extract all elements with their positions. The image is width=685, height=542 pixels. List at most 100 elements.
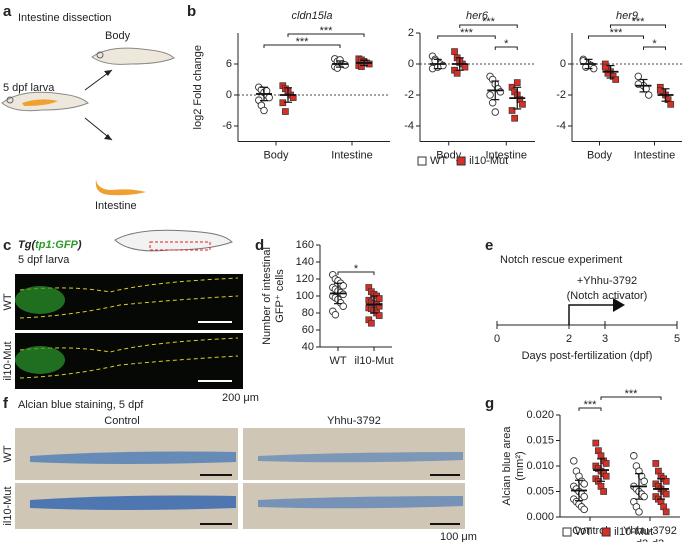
y-tick-label: 160 bbox=[296, 239, 314, 251]
y-tick-label: 120 bbox=[296, 273, 314, 285]
scale-label: 200 μm bbox=[222, 392, 259, 404]
y-axis-label: Number of intestinal bbox=[261, 247, 273, 345]
row-label: il10-Mut bbox=[2, 341, 14, 380]
legend-label: il10-Mut bbox=[469, 155, 508, 167]
x-tick-label: Intestine bbox=[634, 149, 676, 161]
x-tick-label: 2 bbox=[566, 333, 572, 345]
legend-label: il10-Mut bbox=[614, 526, 653, 538]
y-tick-label: 60 bbox=[302, 324, 314, 336]
annotation: +Yhhu-3792 bbox=[577, 275, 637, 287]
data-point bbox=[652, 460, 660, 467]
y-tick-label: 0 bbox=[226, 89, 232, 101]
significance-bracket bbox=[287, 33, 365, 37]
column-label: Yhhu-3792 bbox=[327, 415, 381, 427]
significance-label: * bbox=[504, 38, 509, 50]
x-tick-label: WT bbox=[329, 355, 346, 367]
data-point bbox=[368, 319, 375, 327]
data-point bbox=[634, 72, 643, 81]
data-point bbox=[508, 107, 516, 114]
intestine-in-larva bbox=[22, 99, 58, 106]
data-point bbox=[375, 302, 383, 310]
significance-label: * bbox=[652, 38, 657, 50]
data-point bbox=[667, 100, 675, 108]
significance-bracket bbox=[643, 46, 666, 50]
stain bbox=[30, 495, 236, 510]
y-tick-label: -2 bbox=[404, 89, 414, 101]
chart-title: Notch rescue experiment bbox=[500, 254, 622, 266]
x-tick-label: Body bbox=[263, 149, 289, 161]
fish-body bbox=[91, 47, 175, 65]
significance-label: *** bbox=[584, 399, 598, 411]
fish-outline bbox=[114, 229, 233, 252]
data-point bbox=[662, 508, 670, 516]
y-tick-label: 140 bbox=[296, 256, 314, 268]
data-point bbox=[451, 48, 458, 55]
x-tick-label: il10-Mut bbox=[354, 355, 393, 367]
data-point bbox=[580, 505, 588, 514]
label: 5 dpf larva bbox=[3, 82, 55, 94]
panel-label: a bbox=[3, 3, 12, 20]
data-point bbox=[580, 480, 588, 488]
data-point bbox=[265, 93, 273, 102]
y-tick-label: 100 bbox=[296, 290, 314, 302]
subtitle: 5 dpf larva bbox=[18, 254, 70, 266]
legend-swatch bbox=[456, 156, 466, 166]
y-tick-label: 0.015 bbox=[526, 434, 554, 446]
data-point bbox=[612, 76, 620, 83]
panel-label: d bbox=[255, 237, 264, 254]
panel-label: g bbox=[485, 395, 494, 412]
y-axis-label: Alcian blue area bbox=[501, 426, 513, 506]
x-tick-label: 3 bbox=[602, 333, 608, 345]
data-point bbox=[580, 492, 588, 501]
stain bbox=[258, 452, 463, 463]
significance-bracket bbox=[437, 35, 496, 39]
data-point bbox=[486, 91, 494, 99]
y-tick-label: -2 bbox=[556, 89, 566, 101]
data-point bbox=[453, 69, 461, 77]
significance-bracket bbox=[588, 35, 644, 39]
chart-title: cldn15la bbox=[292, 10, 333, 22]
significance-bracket bbox=[600, 396, 662, 400]
title-part: Tg( bbox=[18, 239, 36, 251]
chart-title: her9 bbox=[616, 10, 638, 22]
data-point bbox=[602, 460, 610, 467]
gfp-signal bbox=[15, 346, 65, 374]
fish-eye bbox=[6, 96, 14, 104]
panel-label: f bbox=[3, 395, 9, 412]
y-tick-label: 80 bbox=[302, 307, 314, 319]
y-tick-label: -6 bbox=[222, 120, 232, 132]
y-tick-label: 0 bbox=[408, 58, 414, 70]
x-tick-label: Body bbox=[436, 149, 462, 161]
data-point bbox=[640, 492, 648, 501]
y-tick-label: -4 bbox=[404, 120, 414, 132]
legend-swatch bbox=[417, 156, 427, 166]
y-axis-label: GFP⁺ cells bbox=[274, 269, 286, 323]
data-point bbox=[260, 106, 268, 115]
significance-label: *** bbox=[625, 388, 639, 400]
outline bbox=[19, 277, 239, 319]
data-point bbox=[602, 472, 610, 480]
row-label: WT bbox=[2, 445, 14, 462]
significance-label: *** bbox=[460, 27, 474, 39]
significance-bracket bbox=[578, 407, 602, 411]
x-tick-label: 5 bbox=[674, 333, 680, 345]
y-tick-label: 0 bbox=[560, 58, 566, 70]
treatment-arrow bbox=[568, 304, 613, 325]
y-tick-label: -4 bbox=[556, 120, 566, 132]
data-point bbox=[491, 108, 500, 116]
x-tick-label: Intestine bbox=[485, 149, 527, 161]
stain bbox=[258, 496, 463, 509]
data-point bbox=[662, 477, 670, 485]
data-point bbox=[331, 310, 340, 319]
column-label: Control bbox=[104, 415, 139, 427]
panel-f: f Alcian blue staining, 5 dpf Control Yh… bbox=[2, 395, 477, 542]
y-axis-label: (mm²) bbox=[514, 451, 526, 480]
label: Intestine bbox=[95, 200, 137, 212]
y-tick-label: 0.000 bbox=[526, 511, 554, 523]
data-point bbox=[600, 488, 607, 495]
significance-bracket bbox=[494, 46, 518, 50]
legend-label: WT bbox=[430, 155, 447, 167]
outline bbox=[19, 337, 239, 379]
gfp-signal bbox=[15, 286, 65, 314]
